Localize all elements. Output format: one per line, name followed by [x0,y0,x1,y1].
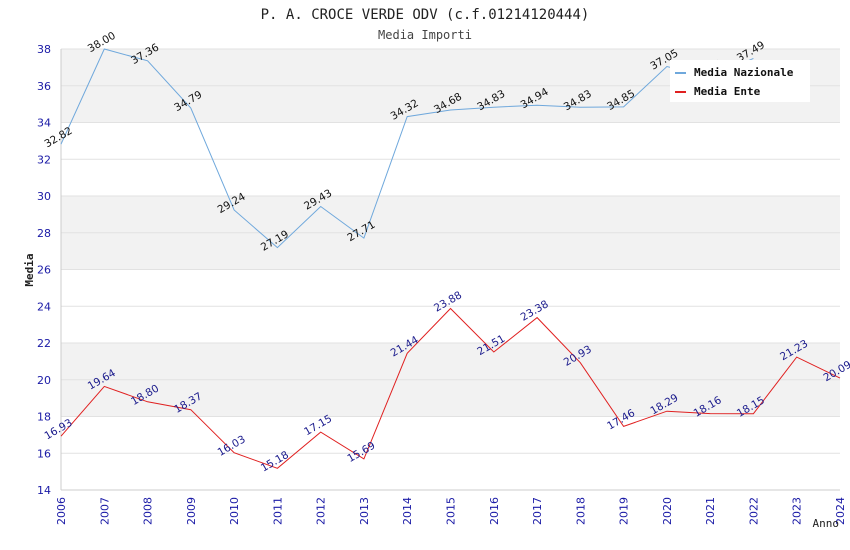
x-tick-label: 2009 [185,497,198,525]
x-tick-label: 2021 [704,497,717,525]
x-tick-label: 2007 [98,497,111,525]
background-bands [61,49,840,490]
y-tick-label: 32 [37,153,51,166]
x-tick-label: 2012 [315,497,328,525]
x-axis-ticks: 2006 2007 2008 2009 2010 2011 2012 2013 2014 2015… [55,497,847,525]
chart-title: P. A. CROCE VERDE ODV (c.f.01214120444) [261,7,590,23]
grid-band [61,159,840,196]
legend: Media Nazionale Media Ente [670,60,810,102]
y-tick-label: 22 [37,337,51,350]
y-tick-label: 20 [37,374,51,387]
series-lines [60,48,841,469]
y-axis-ticks: 14 16 18 20 22 24 26 28 30 32 34 36 38 [37,43,51,497]
y-tick-label: 38 [37,43,51,56]
x-tick-label: 2018 [574,497,587,525]
grid-band [61,269,840,307]
x-tick-label: 2020 [661,497,674,525]
grid-band [61,416,840,454]
y-tick-label: 30 [37,190,51,203]
x-tick-label: 2006 [55,497,68,525]
series-line-media-nazionale [60,48,754,249]
x-tick-label: 2023 [791,497,804,525]
grid-band [61,453,840,490]
legend-label: Media Nazionale [694,66,794,79]
gridlines [60,48,840,491]
x-tick-label: 2011 [271,497,284,525]
y-tick-label: 16 [37,447,51,460]
x-tick-label: 2008 [142,497,155,525]
x-tick-label: 2010 [228,497,241,525]
x-tick-label: 2014 [401,497,414,525]
grid-band [61,232,840,270]
y-tick-label: 18 [37,411,51,424]
x-tick-label: 2017 [531,497,544,525]
x-tick-label: 2013 [358,497,371,525]
x-tick-label: 2024 [834,497,847,525]
chart-subtitle: Media Importi [378,28,472,42]
y-tick-label: 34 [37,117,51,130]
x-tick-label: 2022 [747,497,760,525]
y-axis-label: Media [23,253,36,286]
x-axis-label: Anno [813,517,840,530]
x-tick-label: 2015 [445,497,458,525]
legend-box [670,60,810,102]
x-tick-label: 2019 [618,497,631,525]
grid-band [61,122,840,160]
y-tick-label: 28 [37,227,51,240]
y-tick-label: 26 [37,264,51,277]
grid-band [61,306,840,343]
grid-band [61,196,840,233]
y-tick-label: 14 [37,484,51,497]
grid-band [61,343,840,380]
series-line-media-ente [60,307,841,469]
x-tick-label: 2016 [488,497,501,525]
y-tick-label: 36 [37,80,51,93]
y-tick-label: 24 [37,300,51,313]
legend-label: Media Ente [694,85,761,98]
